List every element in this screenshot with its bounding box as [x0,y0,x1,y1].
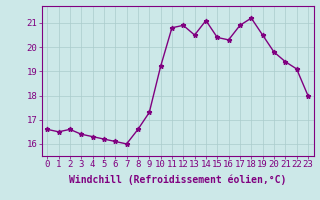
X-axis label: Windchill (Refroidissement éolien,°C): Windchill (Refroidissement éolien,°C) [69,175,286,185]
